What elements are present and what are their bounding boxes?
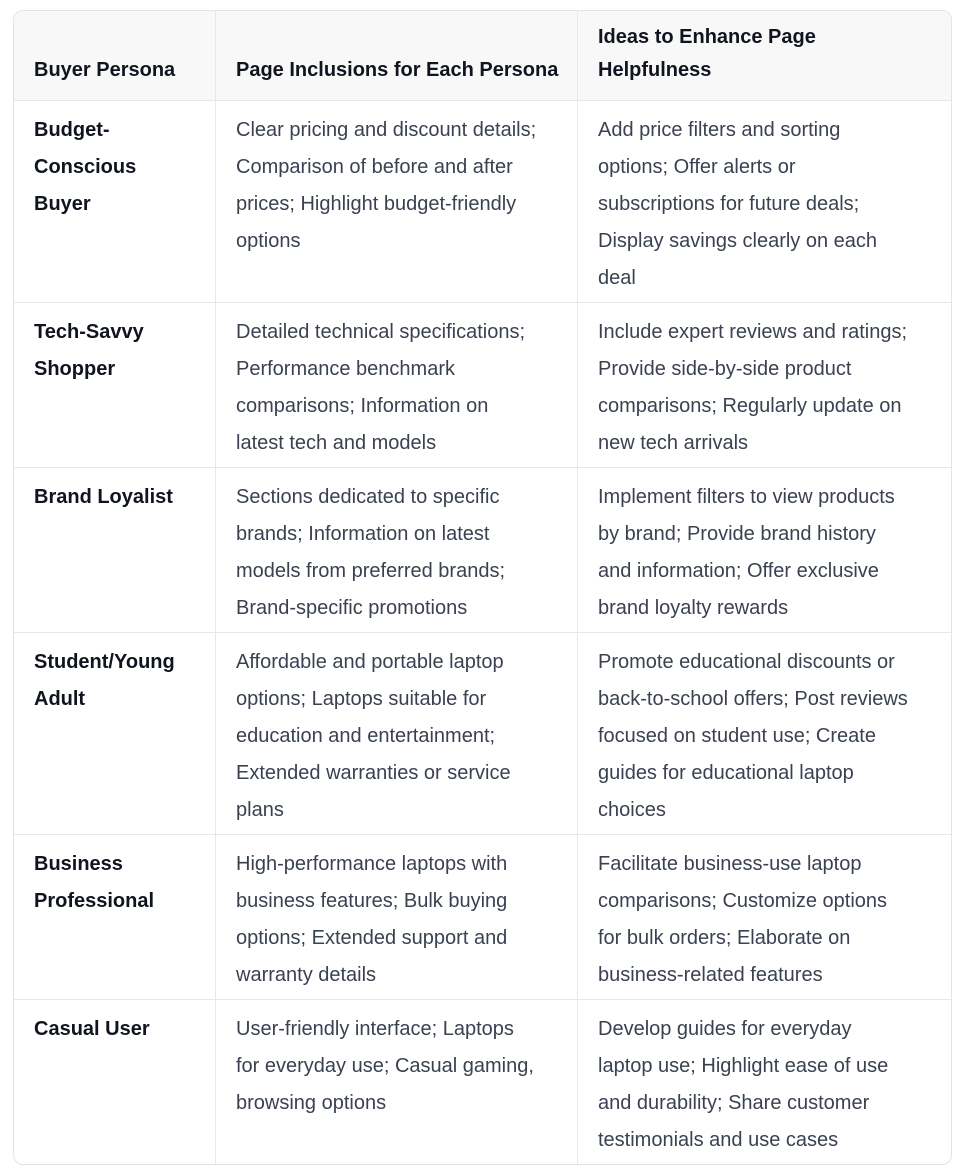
inclusions-cell: Detailed technical specifications; Perfo… (216, 303, 578, 468)
persona-cell: Brand Loyalist (14, 468, 216, 633)
table-row-business-professional: Business Professional High-performance l… (14, 835, 951, 1000)
inclusions-cell: Clear pricing and discount details; Comp… (216, 101, 578, 303)
table-row-casual-user: Casual User User-friendly interface; Lap… (14, 1000, 951, 1164)
column-header-ideas: Ideas to Enhance Page Helpfulness (578, 11, 951, 101)
header-row: Buyer Persona Page Inclusions for Each P… (14, 11, 951, 101)
persona-cell: Business Professional (14, 835, 216, 1000)
ideas-cell: Add price filters and sorting options; O… (578, 101, 951, 303)
persona-cell: Casual User (14, 1000, 216, 1164)
table-row-student-young-adult: Student/Young Adult Affordable and porta… (14, 633, 951, 835)
ideas-cell: Facilitate business-use laptop compariso… (578, 835, 951, 1000)
inclusions-cell: User-friendly interface; Laptops for eve… (216, 1000, 578, 1164)
persona-cell: Student/Young Adult (14, 633, 216, 835)
inclusions-cell: Affordable and portable laptop options; … (216, 633, 578, 835)
table-row-budget-conscious: Budget- Conscious Buyer Clear pricing an… (14, 101, 951, 303)
table-row-tech-savvy: Tech-Savvy Shopper Detailed technical sp… (14, 303, 951, 468)
ideas-cell: Promote educational discounts or back-to… (578, 633, 951, 835)
persona-cell: Budget- Conscious Buyer (14, 101, 216, 303)
persona-table-container: Buyer Persona Page Inclusions for Each P… (13, 10, 952, 1165)
table-row-brand-loyalist: Brand Loyalist Sections dedicated to spe… (14, 468, 951, 633)
column-header-page-inclusions: Page Inclusions for Each Persona (216, 11, 578, 101)
inclusions-cell: High-performance laptops with business f… (216, 835, 578, 1000)
column-header-buyer-persona: Buyer Persona (14, 11, 216, 101)
persona-table: Buyer Persona Page Inclusions for Each P… (13, 10, 952, 1165)
ideas-cell: Implement filters to view products by br… (578, 468, 951, 633)
persona-cell: Tech-Savvy Shopper (14, 303, 216, 468)
ideas-cell: Include expert reviews and ratings; Prov… (578, 303, 951, 468)
ideas-cell: Develop guides for everyday laptop use; … (578, 1000, 951, 1164)
inclusions-cell: Sections dedicated to specific brands; I… (216, 468, 578, 633)
